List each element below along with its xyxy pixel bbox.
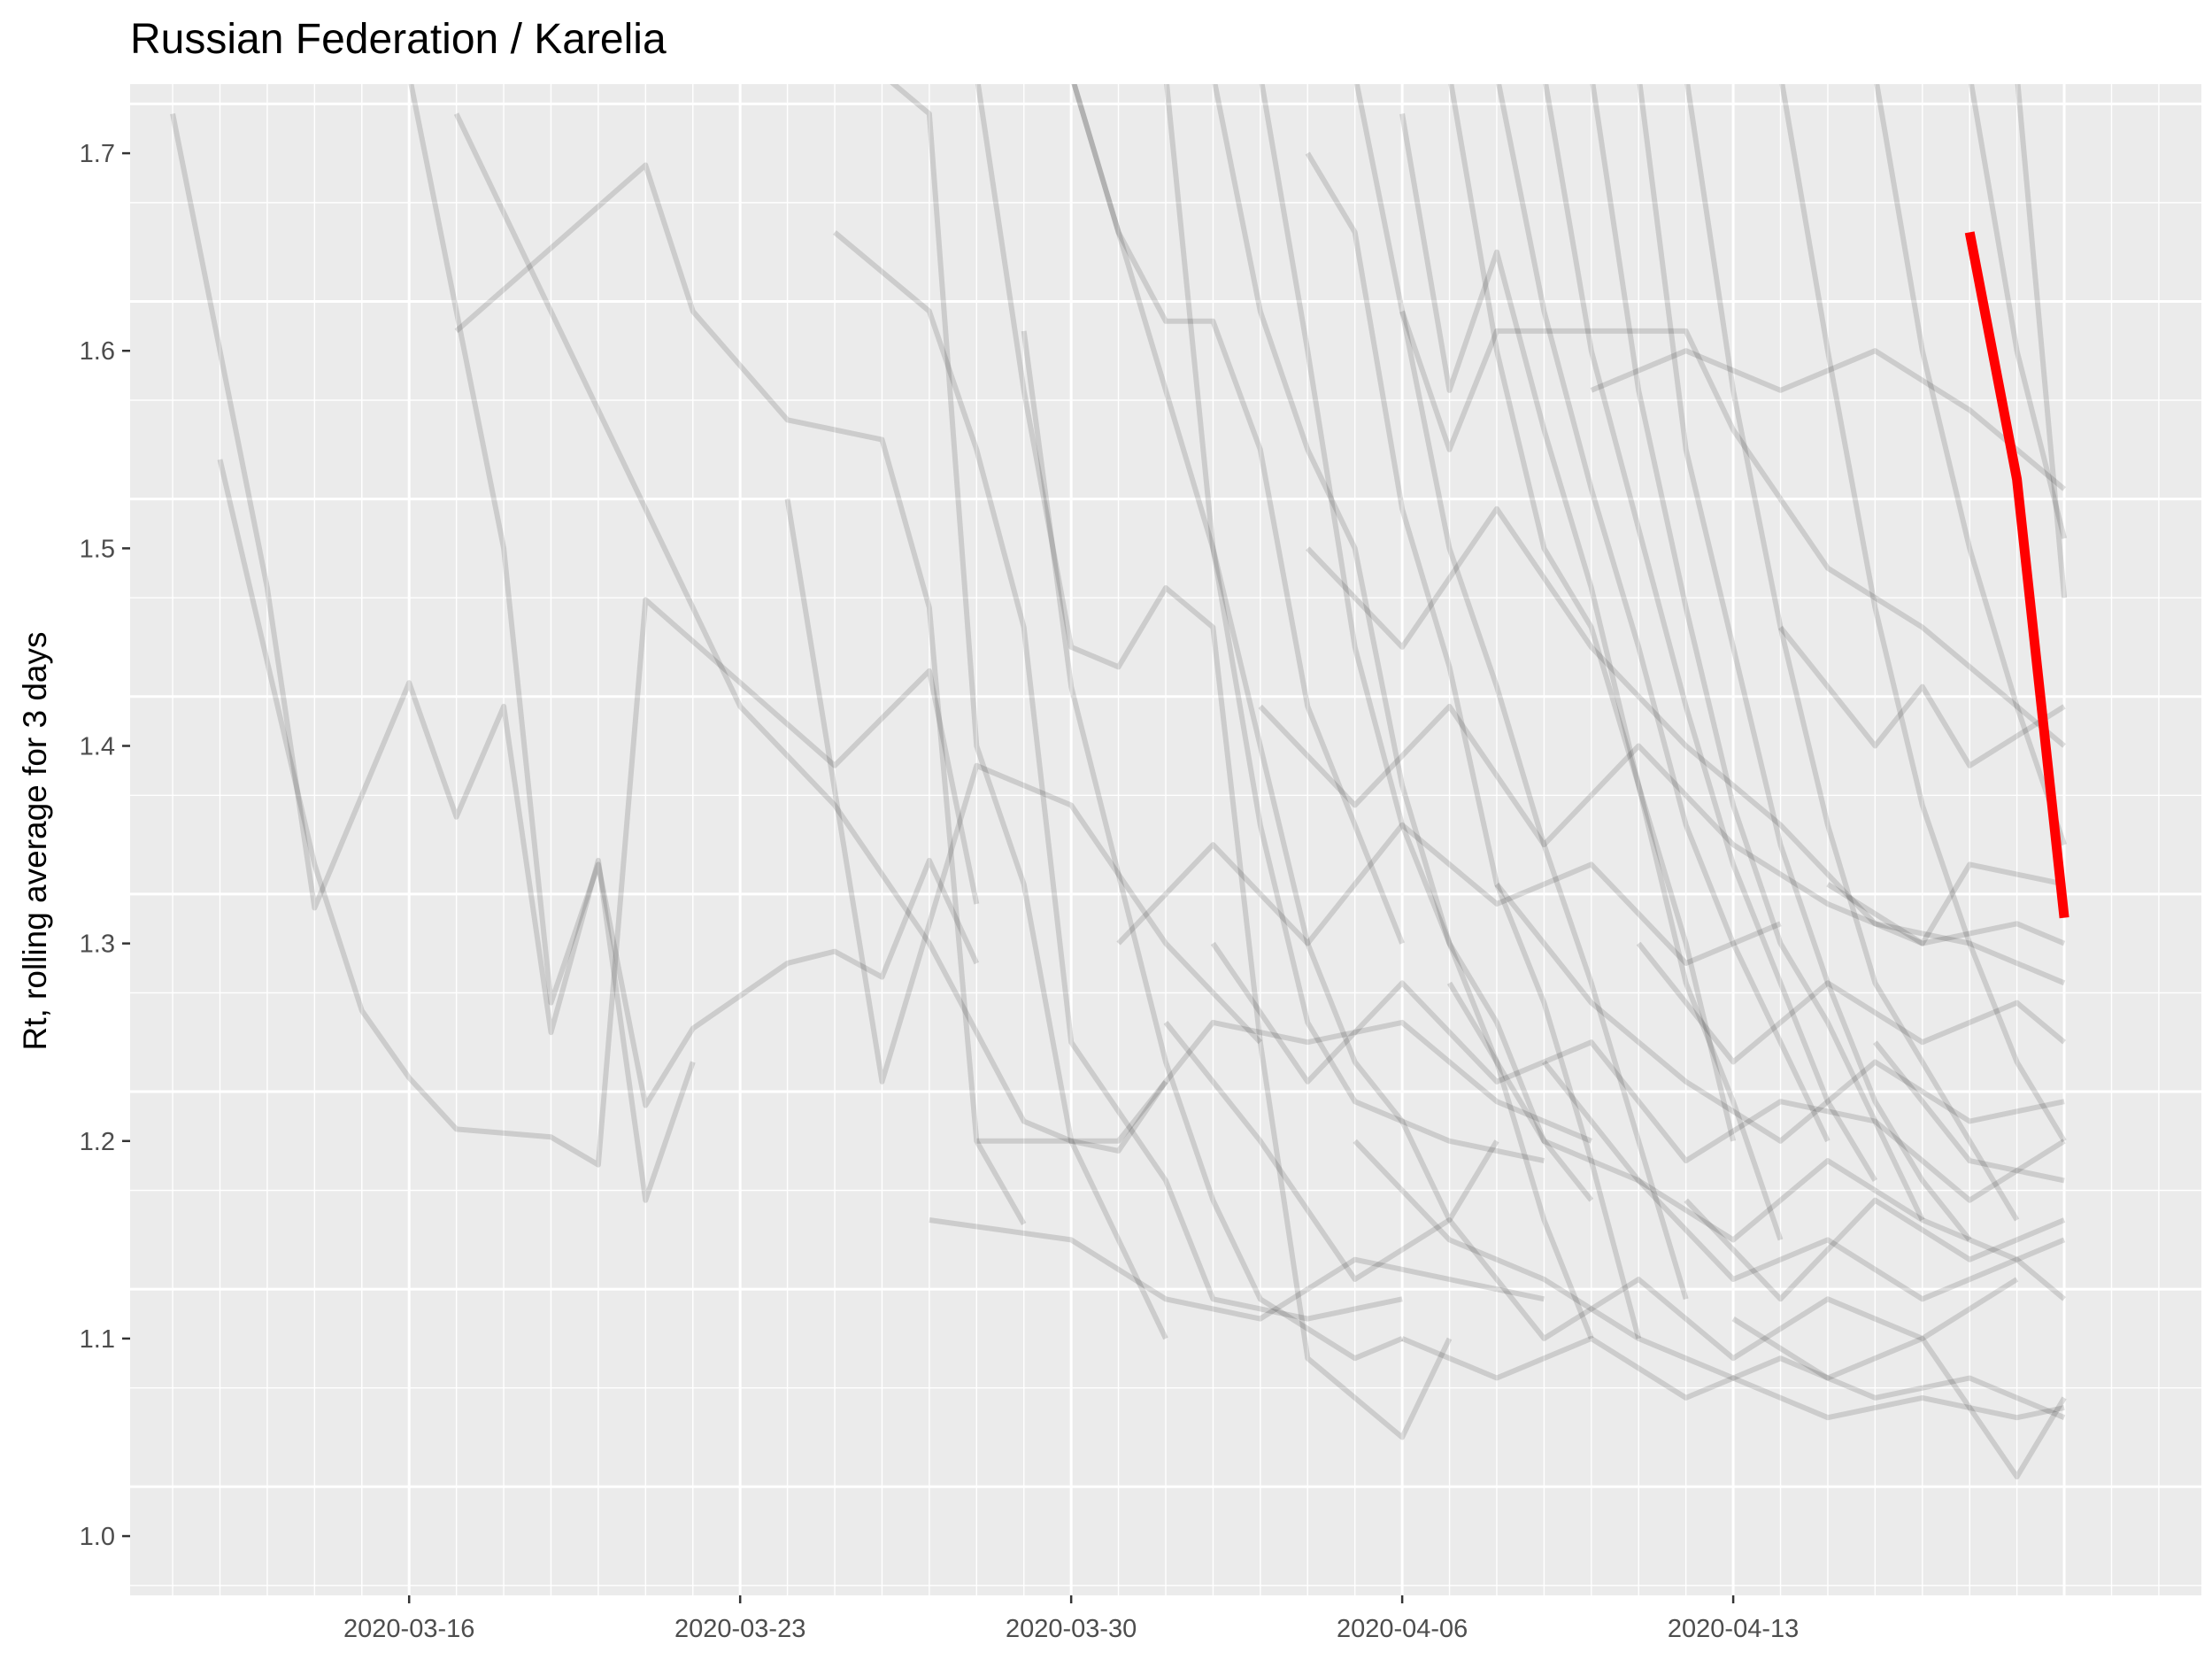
series-line	[1164, 84, 1499, 1223]
y-tick-label: 1.2	[80, 1128, 115, 1156]
series-line	[1684, 1197, 2066, 1302]
series-line	[2015, 84, 2068, 598]
series-line	[1590, 84, 1925, 1222]
series-line	[1071, 84, 1405, 945]
y-tick-label: 1.5	[80, 535, 115, 563]
series-line	[170, 112, 696, 1203]
series-line	[1826, 861, 2065, 946]
series-line	[1212, 84, 1594, 1202]
series-line	[1494, 882, 2065, 1144]
series-line	[1778, 625, 2066, 768]
x-axis-labels: 2020-03-16 2020-03-23 2020-03-30 2020-04-06…	[343, 1615, 1799, 1643]
axis-ticks	[122, 151, 1735, 1603]
y-tick-label: 1.0	[80, 1523, 115, 1551]
x-tick-label: 2020-03-16	[343, 1615, 474, 1643]
y-tick-label: 1.3	[80, 930, 115, 959]
grid-major	[130, 84, 2201, 1595]
series-line	[1116, 822, 1782, 966]
series-line	[833, 230, 1403, 1322]
series-line	[1306, 506, 2066, 986]
y-tick-label: 1.7	[80, 140, 115, 168]
y-tick-label: 1.4	[80, 733, 115, 761]
highlight-series	[1964, 231, 2069, 919]
series-line	[1446, 981, 2067, 1302]
series-line	[1163, 1021, 2019, 1362]
series-line	[1637, 84, 1972, 1242]
series-line	[1258, 703, 2066, 946]
series-line	[1448, 84, 1784, 1241]
series-line	[1874, 84, 2067, 846]
series-line	[1210, 941, 2066, 1203]
series-line	[1353, 84, 1689, 1301]
series-line	[217, 459, 980, 1168]
series-line	[454, 162, 1027, 1225]
x-tick-label: 2020-04-06	[1337, 1615, 1468, 1643]
series-line	[1021, 330, 1404, 1362]
x-tick-label: 2020-03-23	[674, 1615, 805, 1643]
series-line	[890, 84, 1168, 1154]
grid-minor	[130, 84, 2201, 1595]
series-line	[1590, 348, 2067, 491]
series-line	[1399, 310, 2067, 748]
y-tick-label: 1.6	[80, 337, 115, 366]
x-tick-label: 2020-04-13	[1668, 1615, 1799, 1643]
x-tick-label: 2020-03-30	[1006, 1615, 1137, 1643]
series-line	[784, 498, 1262, 1085]
series-line	[1305, 151, 1642, 1340]
series-line	[1353, 1139, 2065, 1421]
series-line	[975, 84, 1453, 1440]
series-line	[1636, 941, 2067, 1065]
y-tick-label: 1.1	[80, 1325, 115, 1354]
series-line	[1259, 84, 1594, 1340]
y-axis-title: Rt, rolling average for 3 days	[17, 631, 53, 1050]
series-line	[976, 1019, 1592, 1144]
series-line	[408, 84, 980, 1108]
series-line	[1071, 84, 1545, 1164]
series-line	[1684, 84, 2020, 1222]
highlight-series-line	[1964, 231, 2069, 919]
series-line	[1399, 112, 1737, 1142]
series-line	[929, 1217, 1545, 1322]
series-line	[1542, 1060, 2066, 1262]
series-line	[1779, 84, 2067, 1143]
y-axis-labels: 1.0 1.1 1.2 1.3 1.4 1.5 1.6 1.7	[80, 140, 115, 1551]
series-line	[1969, 84, 2068, 539]
series-line	[1496, 84, 1830, 1143]
series-line	[1400, 1335, 2066, 1420]
background-series	[170, 84, 2068, 1480]
series-line	[1873, 1040, 2065, 1184]
series-line	[453, 112, 1168, 1340]
chart-title: Russian Federation / Karelia	[130, 16, 667, 63]
series-line	[1731, 1316, 2067, 1480]
series-line	[1543, 84, 1877, 1182]
